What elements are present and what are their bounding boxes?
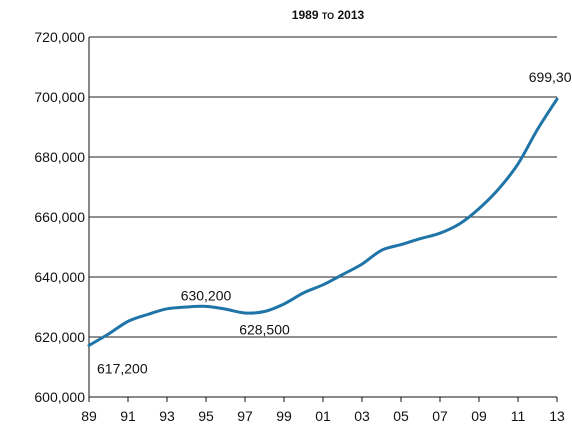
x-tick-label: 99 bbox=[276, 408, 292, 424]
chart-title-end: 2013 bbox=[334, 8, 364, 22]
data-annotations: 617,200 630,200 628,500 699,300 bbox=[97, 69, 572, 376]
data-label: 628,500 bbox=[239, 322, 290, 338]
data-label: 617,200 bbox=[97, 360, 148, 376]
y-tick-label: 700,000 bbox=[34, 89, 85, 105]
x-tick-label: 13 bbox=[549, 408, 565, 424]
y-tick-label: 720,000 bbox=[34, 29, 85, 45]
x-tick-label: 07 bbox=[432, 408, 448, 424]
x-tick-label: 09 bbox=[471, 408, 487, 424]
y-tick-label: 660,000 bbox=[34, 209, 85, 225]
x-tick-label: 01 bbox=[315, 408, 331, 424]
chart-title-to: TO bbox=[322, 11, 334, 21]
x-tick-label: 05 bbox=[393, 408, 409, 424]
x-tick-label: 89 bbox=[81, 408, 97, 424]
y-tick-label: 680,000 bbox=[34, 149, 85, 165]
x-tick-label: 91 bbox=[120, 408, 136, 424]
y-tick-label: 640,000 bbox=[34, 269, 85, 285]
chart-title: 1989 TO 2013 bbox=[292, 8, 365, 22]
x-tick-label: 95 bbox=[198, 408, 214, 424]
x-tick-label: 03 bbox=[354, 408, 370, 424]
data-label: 630,200 bbox=[181, 287, 232, 303]
y-tick-label: 600,000 bbox=[34, 389, 85, 405]
x-tick-label: 97 bbox=[237, 408, 253, 424]
series-layer bbox=[87, 97, 559, 347]
x-axis-tick-labels: 89 91 93 95 97 99 01 03 05 07 09 11 13 bbox=[81, 408, 565, 424]
axes bbox=[88, 37, 558, 402]
y-axis-tick-labels: 600,000 620,000 640,000 660,000 680,000 700,0… bbox=[34, 29, 85, 405]
data-label: 699,300 bbox=[529, 69, 572, 85]
chart-title-start: 1989 bbox=[292, 8, 322, 22]
x-tick-label: 11 bbox=[511, 408, 526, 424]
grid-lines bbox=[89, 36, 557, 338]
x-tick-label: 93 bbox=[159, 408, 175, 424]
y-tick-label: 620,000 bbox=[34, 329, 85, 345]
series-line bbox=[87, 97, 559, 347]
